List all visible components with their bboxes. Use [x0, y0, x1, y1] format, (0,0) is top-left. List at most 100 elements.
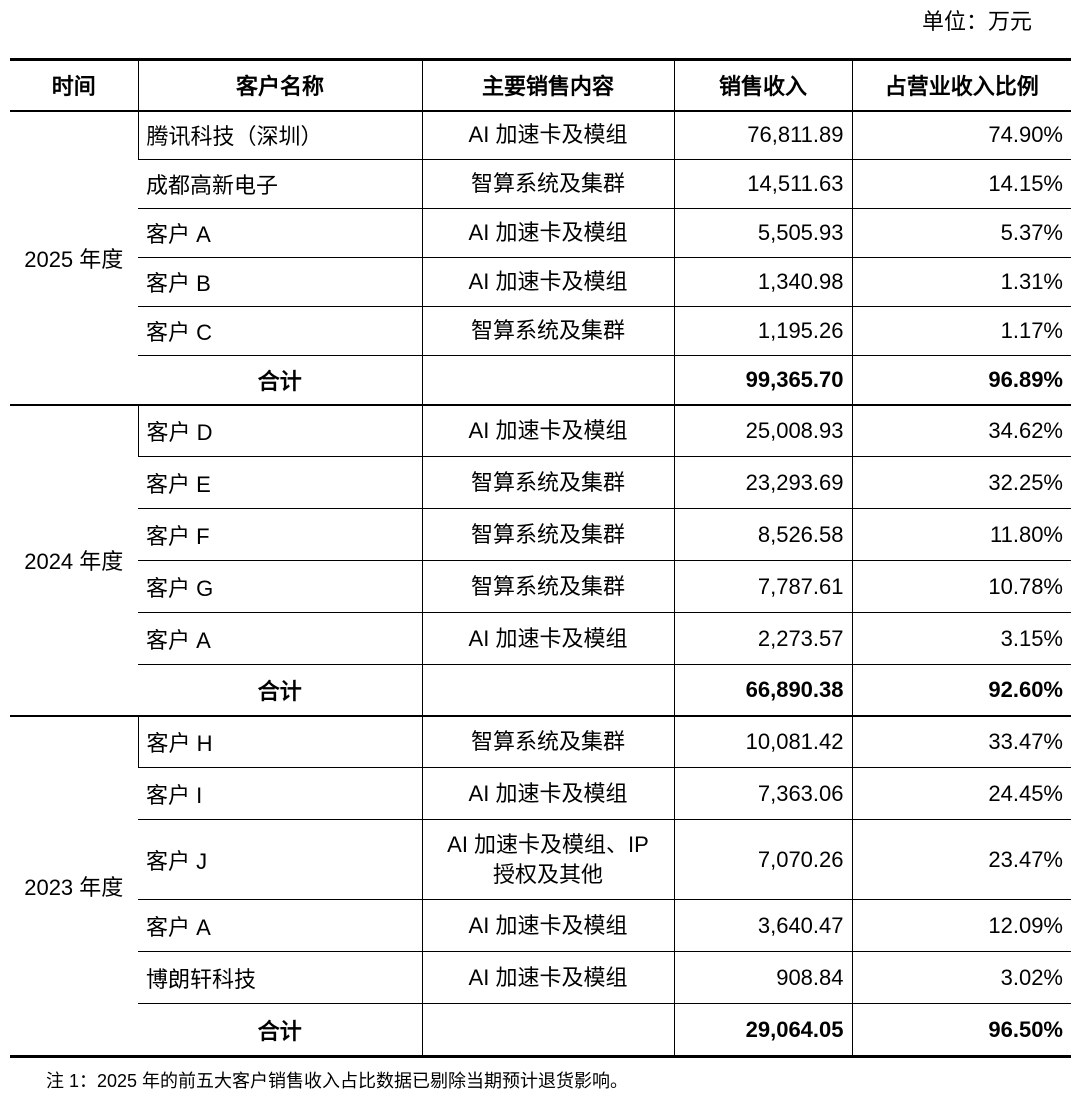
total-row: 合计 66,890.38 92.60%	[10, 664, 1071, 717]
sales-content: 智算系统及集群	[421, 715, 674, 768]
revenue-ratio: 24.45%	[851, 767, 1071, 820]
sales-revenue: 76,811.89	[673, 110, 852, 160]
customer-name: 客户 D	[137, 404, 422, 457]
sales-revenue: 7,363.06	[673, 767, 852, 820]
customer-name: 客户 A	[138, 208, 422, 258]
header-ratio: 占营业收入比例	[851, 58, 1071, 112]
table-header-row: 时间 客户名称 主要销售内容 销售收入 占营业收入比例	[10, 58, 1071, 112]
total-content-empty	[421, 1003, 674, 1058]
table-row: 客户 A AI 加速卡及模组 5,505.93 5.37%	[10, 208, 1071, 258]
table-row: 2025 年度 腾讯科技（深圳） AI 加速卡及模组 76,811.89 74.…	[10, 110, 1071, 406]
total-label: 合计	[138, 664, 422, 717]
sales-content: AI 加速卡及模组	[421, 208, 674, 258]
sales-content: AI 加速卡及模组	[421, 257, 674, 307]
header-content: 主要销售内容	[421, 58, 674, 112]
sales-content: AI 加速卡及模组	[421, 951, 674, 1004]
customer-name: 成都高新电子	[138, 159, 422, 209]
header-customer: 客户名称	[137, 58, 422, 112]
revenue-ratio: 34.62%	[851, 404, 1071, 457]
sales-content: AI 加速卡及模组	[421, 899, 674, 952]
year-cell: 2023 年度	[10, 715, 138, 1058]
table-row: 客户 A AI 加速卡及模组 2,273.57 3.15%	[10, 612, 1071, 665]
sales-revenue: 7,070.26	[673, 819, 852, 900]
table-row: 成都高新电子 智算系统及集群 14,511.63 14.15%	[10, 159, 1071, 209]
sales-revenue: 1,340.98	[673, 257, 852, 307]
customer-name: 客户 E	[138, 456, 422, 509]
sales-content: 智算系统及集群	[421, 159, 674, 209]
year-group-2023: 2023 年度 客户 H 智算系统及集群 10,081.42 33.47% 客户…	[10, 715, 1071, 1058]
revenue-ratio: 1.31%	[851, 257, 1071, 307]
table-row: 客户 C 智算系统及集群 1,195.26 1.17%	[10, 306, 1071, 356]
sales-revenue: 23,293.69	[673, 456, 852, 509]
year-group-2025: 2025 年度 腾讯科技（深圳） AI 加速卡及模组 76,811.89 74.…	[10, 110, 1071, 406]
revenue-ratio: 10.78%	[851, 560, 1071, 613]
table-row: 客户 F 智算系统及集群 8,526.58 11.80%	[10, 508, 1071, 561]
sales-content: AI 加速卡及模组	[421, 110, 674, 160]
customer-name: 博朗轩科技	[138, 951, 422, 1004]
revenue-ratio: 5.37%	[851, 208, 1071, 258]
customer-name: 客户 C	[138, 306, 422, 356]
customer-name: 客户 A	[138, 899, 422, 952]
sales-content: 智算系统及集群	[421, 456, 674, 509]
customer-name: 客户 G	[138, 560, 422, 613]
customer-name: 客户 B	[138, 257, 422, 307]
table-row: 客户 A AI 加速卡及模组 3,640.47 12.09%	[10, 899, 1071, 952]
revenue-ratio: 1.17%	[851, 306, 1071, 356]
total-content-empty	[421, 664, 674, 717]
customer-name: 客户 H	[137, 715, 422, 768]
unit-label: 单位：万元	[921, 9, 1032, 34]
sales-content: AI 加速卡及模组	[421, 767, 674, 820]
total-ratio: 96.50%	[851, 1003, 1071, 1058]
sales-revenue: 3,640.47	[673, 899, 852, 952]
table-row: 客户 B AI 加速卡及模组 1,340.98 1.31%	[10, 257, 1071, 307]
sales-content: 智算系统及集群	[421, 306, 674, 356]
total-content-empty	[421, 355, 674, 406]
sales-revenue: 1,195.26	[673, 306, 852, 356]
header-time: 时间	[10, 58, 138, 112]
total-ratio: 92.60%	[851, 664, 1071, 717]
top-customers-table: 时间 客户名称 主要销售内容 销售收入 占营业收入比例 2025 年度 腾讯科技…	[10, 58, 1071, 1058]
sales-revenue: 14,511.63	[673, 159, 852, 209]
year-cell: 2024 年度	[10, 404, 138, 717]
sales-revenue: 10,081.42	[673, 715, 852, 768]
sales-content: 智算系统及集群	[421, 508, 674, 561]
sales-revenue: 25,008.93	[673, 404, 852, 457]
footnote: 注 1：2025 年的前五大客户销售收入占比数据已剔除当期预计退货影响。	[46, 1071, 629, 1091]
sales-revenue: 908.84	[673, 951, 852, 1004]
total-row: 合计 99,365.70 96.89%	[10, 355, 1071, 406]
sales-revenue: 5,505.93	[673, 208, 852, 258]
revenue-ratio: 3.02%	[851, 951, 1071, 1004]
total-label: 合计	[138, 1003, 422, 1058]
total-revenue: 99,365.70	[673, 355, 852, 406]
table-row: 客户 I AI 加速卡及模组 7,363.06 24.45%	[10, 767, 1071, 820]
revenue-ratio: 12.09%	[851, 899, 1071, 952]
table-row: 客户 J AI 加速卡及模组、IP 授权及其他 7,070.26 23.47%	[10, 819, 1071, 900]
total-revenue: 66,890.38	[673, 664, 852, 717]
year-group-2024: 2024 年度 客户 D AI 加速卡及模组 25,008.93 34.62% …	[10, 404, 1071, 717]
revenue-ratio: 11.80%	[851, 508, 1071, 561]
total-revenue: 29,064.05	[673, 1003, 852, 1058]
sales-revenue: 8,526.58	[673, 508, 852, 561]
year-cell: 2025 年度	[10, 110, 138, 406]
table-row: 2024 年度 客户 D AI 加速卡及模组 25,008.93 34.62%	[10, 404, 1071, 717]
sales-revenue: 2,273.57	[673, 612, 852, 665]
total-label: 合计	[138, 355, 422, 406]
table-row: 客户 E 智算系统及集群 23,293.69 32.25%	[10, 456, 1071, 509]
header-revenue: 销售收入	[673, 58, 852, 112]
revenue-ratio: 3.15%	[851, 612, 1071, 665]
revenue-ratio: 74.90%	[851, 110, 1071, 160]
sales-content: AI 加速卡及模组、IP 授权及其他	[421, 819, 674, 900]
table-row: 2023 年度 客户 H 智算系统及集群 10,081.42 33.47%	[10, 715, 1071, 1058]
revenue-ratio: 14.15%	[851, 159, 1071, 209]
total-ratio: 96.89%	[851, 355, 1071, 406]
table-row: 客户 G 智算系统及集群 7,787.61 10.78%	[10, 560, 1071, 613]
customer-name: 客户 J	[138, 819, 422, 900]
sales-content: 智算系统及集群	[421, 560, 674, 613]
revenue-ratio: 23.47%	[851, 819, 1071, 900]
sales-content: AI 加速卡及模组	[421, 612, 674, 665]
sales-revenue: 7,787.61	[673, 560, 852, 613]
revenue-ratio: 32.25%	[851, 456, 1071, 509]
customer-name: 腾讯科技（深圳）	[137, 110, 422, 160]
revenue-ratio: 33.47%	[851, 715, 1071, 768]
customer-name: 客户 A	[138, 612, 422, 665]
